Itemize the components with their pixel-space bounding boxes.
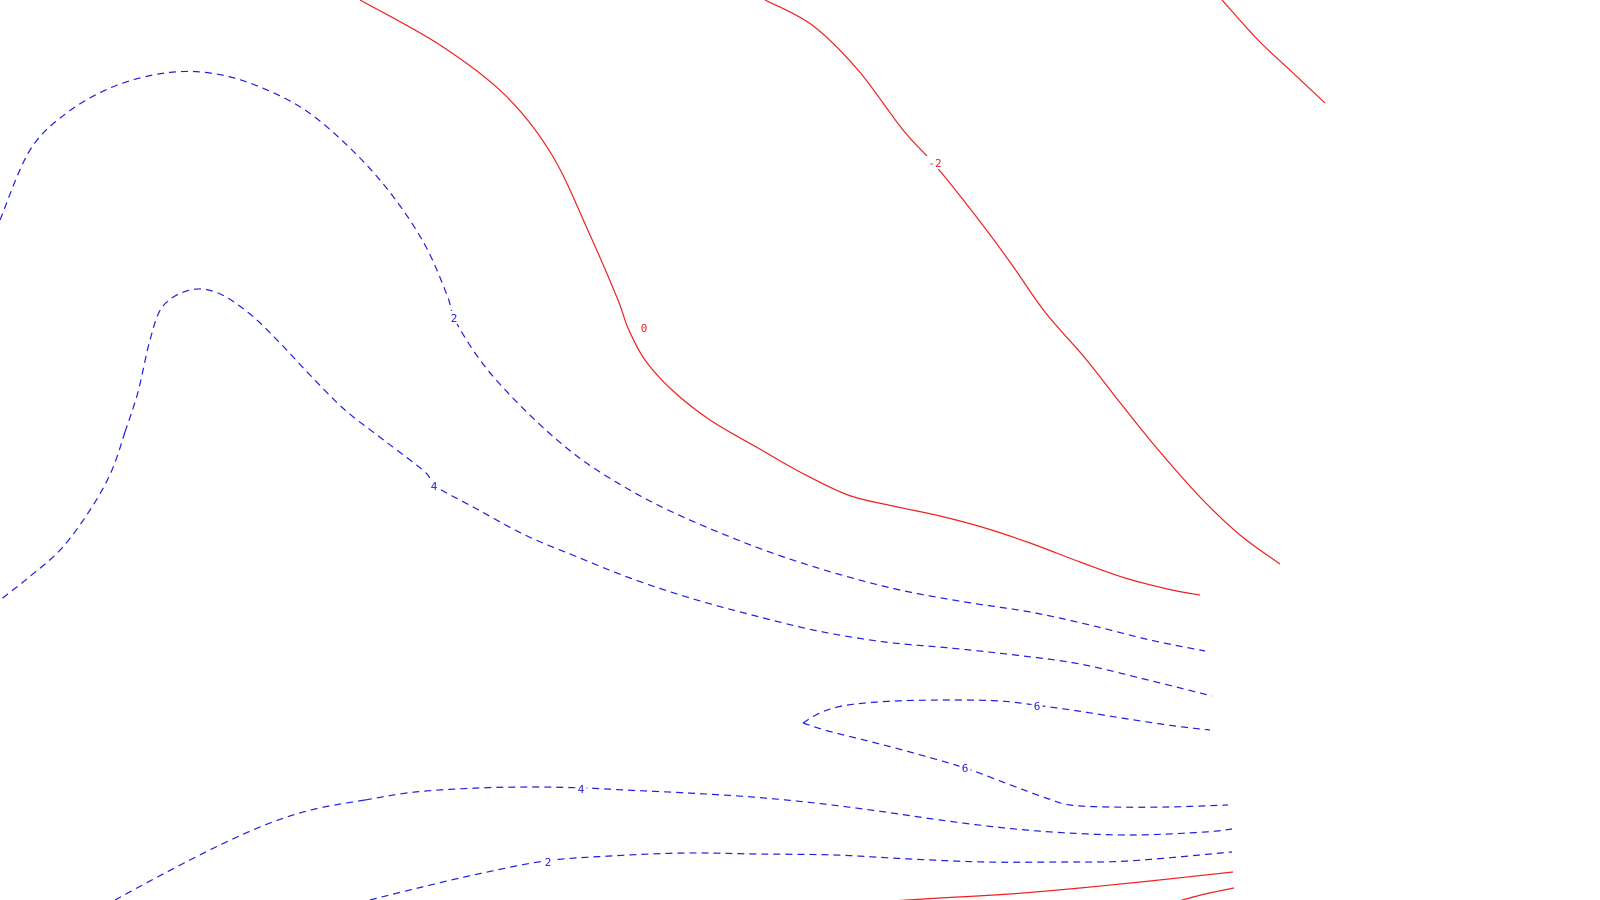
contour-label: -2 — [928, 157, 941, 170]
contour-line-level-6 — [802, 722, 1229, 808]
contour-line-level-4 — [0, 431, 126, 601]
contour-label: 2 — [545, 856, 552, 869]
contour-label-background — [926, 156, 944, 169]
contour-line-level-2 — [0, 70, 1206, 652]
contour-line-level-6 — [802, 699, 1211, 731]
contour-line-level-0 — [359, 0, 1201, 596]
contour-label-background — [448, 311, 460, 324]
contour-label: 6 — [962, 762, 969, 775]
contour-label-background — [959, 761, 971, 774]
contour-labels: 0 -2 2 4 6 6 4 2 — [428, 156, 1043, 869]
contour-label: 2 — [451, 312, 458, 325]
contour-line-level-0 — [897, 871, 1234, 900]
contour-label-background — [1031, 699, 1043, 712]
contour-label-background — [575, 782, 587, 795]
contour-label: 4 — [578, 783, 585, 796]
contour-line-level-neg2 — [1221, 0, 1326, 104]
contour-label-background — [638, 321, 650, 334]
contour-lines — [0, 0, 1326, 900]
contour-label: 4 — [431, 480, 438, 493]
contour-label: 0 — [641, 322, 648, 335]
contour-line-level-neg2 — [764, 0, 1281, 565]
contour-line-level-0 — [1180, 887, 1235, 900]
contour-line-level-4 — [364, 786, 1233, 836]
contour-line-level-2 — [369, 851, 1233, 900]
contour-label: 6 — [1034, 700, 1041, 713]
contour-line-level-2 — [114, 799, 366, 900]
contour-label-background — [428, 479, 440, 492]
contour-label-background — [542, 855, 554, 868]
contour-line-level-4 — [124, 288, 1213, 697]
